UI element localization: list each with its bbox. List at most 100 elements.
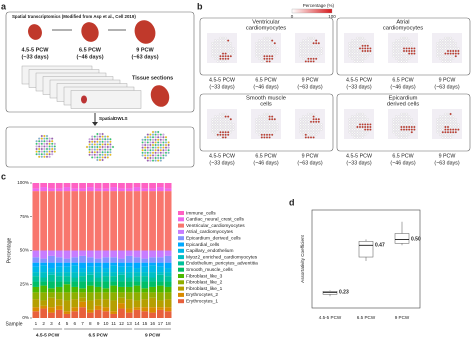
bar-segment bbox=[125, 281, 133, 287]
spot bbox=[356, 120, 359, 123]
spot bbox=[320, 49, 323, 53]
stage-label: (~46 days) bbox=[390, 84, 415, 90]
spot bbox=[146, 156, 149, 160]
spot bbox=[214, 42, 217, 45]
y-tick-label: 75% bbox=[20, 214, 29, 219]
spot bbox=[441, 133, 444, 136]
spot bbox=[400, 60, 403, 63]
spot bbox=[35, 142, 38, 145]
spot bbox=[151, 138, 155, 141]
spot bbox=[167, 143, 170, 147]
spot bbox=[232, 52, 235, 55]
spot bbox=[219, 118, 222, 121]
spot bbox=[227, 44, 230, 47]
spot bbox=[315, 115, 318, 118]
spot bbox=[45, 155, 49, 158]
spot bbox=[88, 153, 91, 156]
spot bbox=[402, 128, 406, 131]
spot bbox=[162, 133, 165, 136]
spot bbox=[408, 39, 411, 42]
spot bbox=[265, 112, 269, 116]
bar-segment bbox=[164, 262, 172, 269]
spot bbox=[436, 49, 439, 53]
block-title: Smooth muscle bbox=[246, 96, 286, 102]
bar-segment bbox=[156, 300, 164, 308]
spot bbox=[397, 136, 400, 139]
spot bbox=[444, 128, 447, 131]
spot bbox=[98, 151, 102, 154]
spot bbox=[91, 138, 94, 141]
spot bbox=[260, 131, 263, 134]
spot bbox=[162, 138, 165, 141]
spot bbox=[353, 120, 356, 123]
spot bbox=[216, 125, 219, 129]
spot bbox=[224, 133, 227, 136]
spot bbox=[410, 118, 413, 121]
spot bbox=[260, 115, 263, 118]
spot bbox=[444, 115, 447, 118]
spot bbox=[452, 133, 455, 136]
spot bbox=[96, 140, 99, 143]
bar-segment bbox=[55, 272, 63, 277]
spot bbox=[224, 120, 227, 123]
spot bbox=[141, 151, 144, 154]
spot bbox=[452, 120, 455, 123]
spot bbox=[40, 150, 43, 153]
spot bbox=[268, 125, 271, 129]
spot bbox=[271, 131, 274, 134]
spot bbox=[265, 131, 269, 134]
spot bbox=[413, 52, 416, 55]
spot bbox=[219, 112, 222, 116]
spot bbox=[307, 36, 310, 40]
bar-segment bbox=[118, 281, 125, 287]
spot bbox=[299, 128, 302, 131]
spot bbox=[402, 60, 406, 63]
spot bbox=[348, 55, 351, 58]
spot bbox=[353, 133, 356, 136]
bar-segment bbox=[156, 262, 164, 267]
bar-segment bbox=[94, 262, 102, 267]
spot bbox=[449, 60, 452, 63]
spot bbox=[304, 133, 307, 136]
spot bbox=[104, 153, 107, 156]
spot bbox=[452, 49, 455, 53]
spot bbox=[219, 115, 222, 118]
bar-segment bbox=[63, 262, 71, 267]
spot bbox=[224, 125, 227, 129]
spot bbox=[302, 120, 305, 123]
spot bbox=[397, 133, 400, 136]
spot bbox=[93, 145, 96, 149]
bar-segment bbox=[55, 309, 63, 318]
spot bbox=[444, 131, 447, 134]
spot bbox=[361, 133, 364, 136]
spot bbox=[45, 140, 49, 143]
bar-segment bbox=[110, 262, 118, 266]
stage-label: (~63 days) bbox=[131, 54, 158, 60]
spot bbox=[227, 52, 230, 55]
spot bbox=[265, 123, 269, 126]
spot bbox=[214, 39, 217, 42]
spot bbox=[356, 39, 359, 42]
spot bbox=[364, 57, 367, 60]
spot bbox=[436, 44, 439, 47]
heart bbox=[81, 22, 99, 42]
spot bbox=[91, 145, 94, 149]
spot bbox=[299, 131, 302, 134]
stage-label: 4.5-5 PCW bbox=[346, 153, 372, 159]
spot bbox=[366, 123, 369, 126]
spot bbox=[219, 60, 222, 63]
spot bbox=[402, 57, 406, 60]
spot bbox=[224, 36, 227, 40]
spot bbox=[400, 128, 403, 131]
bar-segment bbox=[79, 307, 86, 318]
spot bbox=[211, 42, 214, 45]
spot bbox=[101, 151, 104, 154]
bar-segment bbox=[102, 311, 110, 318]
bar-segment bbox=[48, 191, 55, 251]
spot bbox=[441, 57, 444, 60]
bar-segment bbox=[102, 272, 110, 277]
spot bbox=[309, 49, 313, 53]
spot bbox=[312, 55, 315, 58]
spot bbox=[214, 131, 217, 134]
bar-segment bbox=[125, 299, 133, 309]
